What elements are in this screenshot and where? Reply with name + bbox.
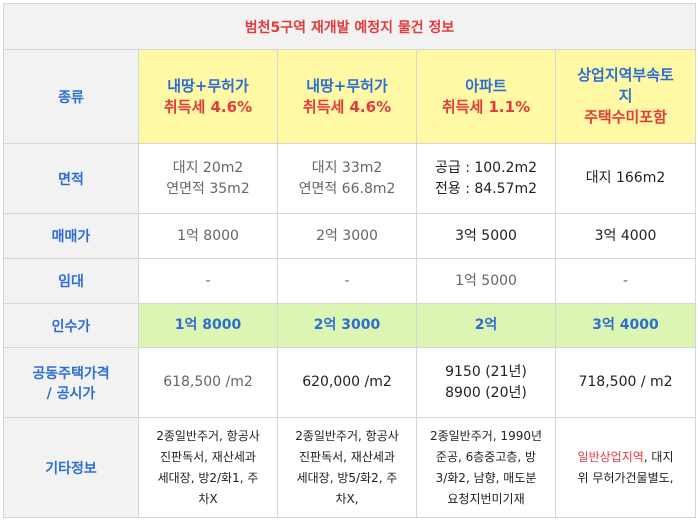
price-label-line-1: 공동주택가격 [32,365,110,382]
row-label-takeover: 인수가 [3,303,139,348]
sale-cell-3: 3억 5000 [416,213,556,259]
type-name-line-2: 지 [618,87,633,105]
etc-cell-2: 2종일반주거, 항공사 진판독서, 재산세과 세대장, 방5/화2, 주 차X, [277,417,417,518]
area-cell-4: 대지 166m2 [554,143,697,214]
area-line: 대지 20m2 [172,159,244,176]
price-cell-3: 9150 (21년) 8900 (20년) [416,347,556,418]
etc-line: 2종일반주거, 항공사 [295,428,399,443]
rent-cell-4: - [554,258,697,304]
takeover-cell-4: 3억 4000 [554,303,697,348]
area-cell-3: 공급 : 100.2m2 전용 : 84.57m2 [416,143,556,214]
type-name: 내땅+무허가 [306,76,388,95]
zoning-highlight: 일반상업지역 [577,449,644,464]
row-label-area: 면적 [3,143,139,214]
row-label-rent: 임대 [3,258,139,304]
etc-line: 차X, [335,491,359,506]
area-line: 대지 166m2 [585,170,666,186]
type-name: 아파트 [465,76,507,95]
takeover-cell-1: 1억 8000 [138,303,278,348]
type-cell-1: 내땅+무허가 취득세 4.6% [138,49,278,144]
etc-line: 진판독서, 재산세과 [299,449,395,464]
etc-line: 2종일반주거, 항공사 [156,428,260,443]
row-label-etc: 기타정보 [3,417,139,518]
etc-line: 세대장, 방2/화1, 주 [157,470,259,485]
area-cell-2: 대지 33m2 연면적 66.8m2 [277,143,417,214]
area-line: 대지 33m2 [311,159,383,176]
type-tax: 취득세 4.6% [163,97,253,116]
etc-line: 진판독서, 재산세과 [160,449,256,464]
price-cell-2: 620,000 /m2 [277,347,417,418]
price-line: 8900 (20년) [445,384,527,401]
rent-cell-2: - [277,258,417,304]
property-info-table: 범천5구역 재개발 예정지 물건 정보 종류 내땅+무허가 취득세 4.6% 내… [2,3,697,518]
type-tax: 취득세 1.1% [441,97,531,116]
type-name-line-1: 상업지역부속토 [577,66,674,84]
etc-line-2: 위 무허가건물별도, [577,470,674,485]
area-line: 전용 : 84.57m2 [434,180,537,197]
type-name: 내땅+무허가 [167,76,249,95]
type-cell-3: 아파트 취득세 1.1% [416,49,556,144]
type-tax: 취득세 4.6% [302,97,392,116]
row-label-price: 공동주택가격 / 공시가 [3,347,139,418]
etc-cell-3: 2종일반주거, 1990년 준공, 6층중고층, 방 3/화2, 남향, 매도분… [416,417,556,518]
etc-line: 요청지번미기재 [447,491,525,506]
etc-line: 차X [198,491,218,506]
etc-cell-4: 일반상업지역, 대지 위 무허가건물별도, [554,417,697,518]
type-cell-4: 상업지역부속토 지 주택수미포함 [554,49,697,144]
etc-text: , 대지 [643,449,674,464]
sale-cell-2: 2억 3000 [277,213,417,259]
area-line: 공급 : 100.2m2 [434,159,537,176]
row-label-sale: 매매가 [3,213,139,259]
sale-cell-1: 1억 8000 [138,213,278,259]
type-cell-2: 내땅+무허가 취득세 4.6% [277,49,417,144]
type-tax: 주택수미포함 [584,108,667,126]
etc-line: 준공, 6층중고층, 방 [435,449,537,464]
etc-line: 3/화2, 남향, 매도분 [435,470,537,485]
area-line: 연면적 66.8m2 [298,180,396,197]
etc-line: 세대장, 방5/화2, 주 [296,470,398,485]
price-cell-1: 618,500 /m2 [138,347,278,418]
rent-cell-1: - [138,258,278,304]
price-label-line-2: / 공시가 [46,385,96,402]
etc-cell-1: 2종일반주거, 항공사 진판독서, 재산세과 세대장, 방2/화1, 주 차X [138,417,278,518]
price-line: 9150 (21년) [445,363,527,380]
table-title: 범천5구역 재개발 예정지 물건 정보 [2,3,697,50]
rent-cell-3: 1억 5000 [416,258,556,304]
takeover-cell-2: 2억 3000 [277,303,417,348]
area-cell-1: 대지 20m2 연면적 35m2 [138,143,278,214]
takeover-cell-3: 2억 [416,303,556,348]
row-label-type: 종류 [3,49,139,144]
area-line: 연면적 35m2 [166,180,250,197]
sale-cell-4: 3억 4000 [554,213,697,259]
etc-line-1: 일반상업지역, 대지 [560,447,691,468]
etc-line: 2종일반주거, 1990년 [429,428,543,443]
price-cell-4: 718,500 / m2 [554,347,697,418]
